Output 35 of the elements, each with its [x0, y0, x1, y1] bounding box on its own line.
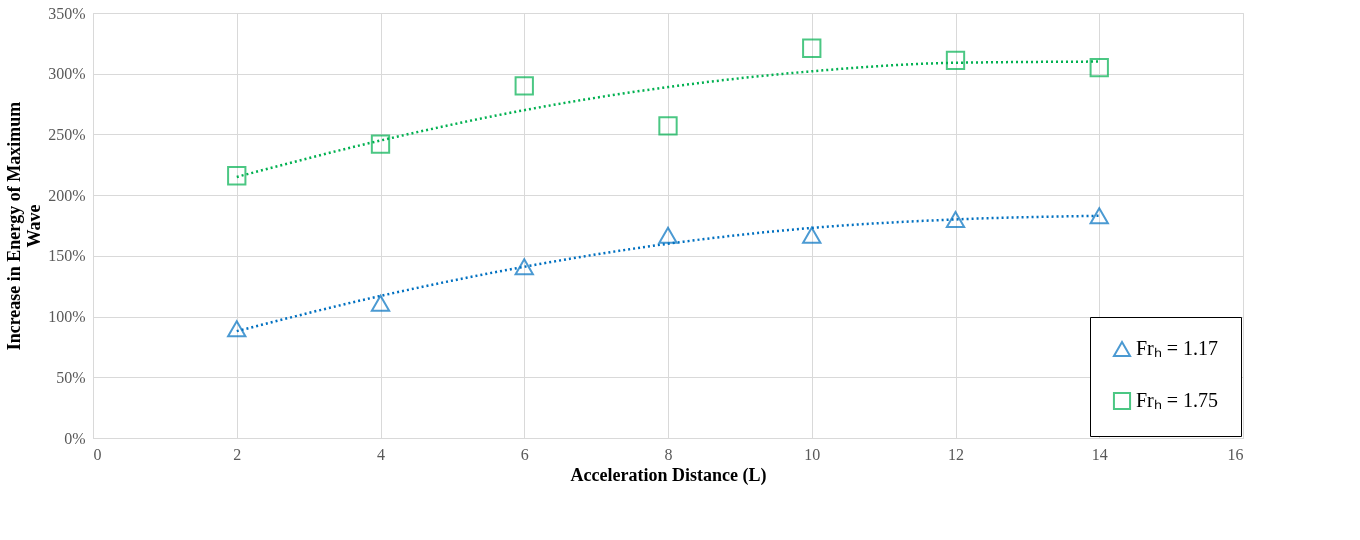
y-tick-label: 50% [56, 368, 86, 386]
y-tick-label: 350% [48, 4, 86, 22]
point [1089, 207, 1109, 225]
x-tick-label: 8 [664, 445, 673, 463]
legend-label: Frₕ = 1.17 [1136, 337, 1219, 359]
point [514, 258, 534, 276]
point [227, 320, 247, 338]
x-tick-label: 10 [804, 445, 821, 463]
x-axis-title: Acceleration Distance (L) [570, 464, 767, 486]
point [227, 166, 247, 186]
point [370, 294, 391, 312]
x-tick-label: 6 [520, 445, 529, 463]
y-tick-label: 0% [64, 429, 86, 447]
y-tick-label: 100% [48, 308, 86, 326]
point [802, 226, 822, 244]
point [1089, 57, 1109, 78]
x-tick-label: 14 [1091, 445, 1108, 463]
y-axis-title: Increase in Energy of Maximum Wave [4, 101, 45, 351]
y-tick-label: 200% [48, 186, 86, 204]
point [945, 210, 966, 228]
point [802, 38, 822, 58]
x-tick-label: 0 [93, 445, 102, 463]
x-tick-label: 4 [377, 445, 385, 463]
legend-label: Frₕ = 1.75 [1136, 389, 1219, 411]
point [370, 134, 391, 154]
y-tick-label: 300% [48, 65, 86, 83]
point [658, 116, 678, 136]
point [514, 76, 534, 96]
y-tick-label: 150% [48, 247, 86, 265]
x-tick-label: 16 [1227, 445, 1244, 463]
point [658, 226, 678, 244]
x-tick-label: 12 [948, 445, 964, 463]
point [945, 50, 966, 71]
x-tick-label: 2 [233, 445, 242, 463]
y-tick-label: 250% [48, 125, 86, 143]
